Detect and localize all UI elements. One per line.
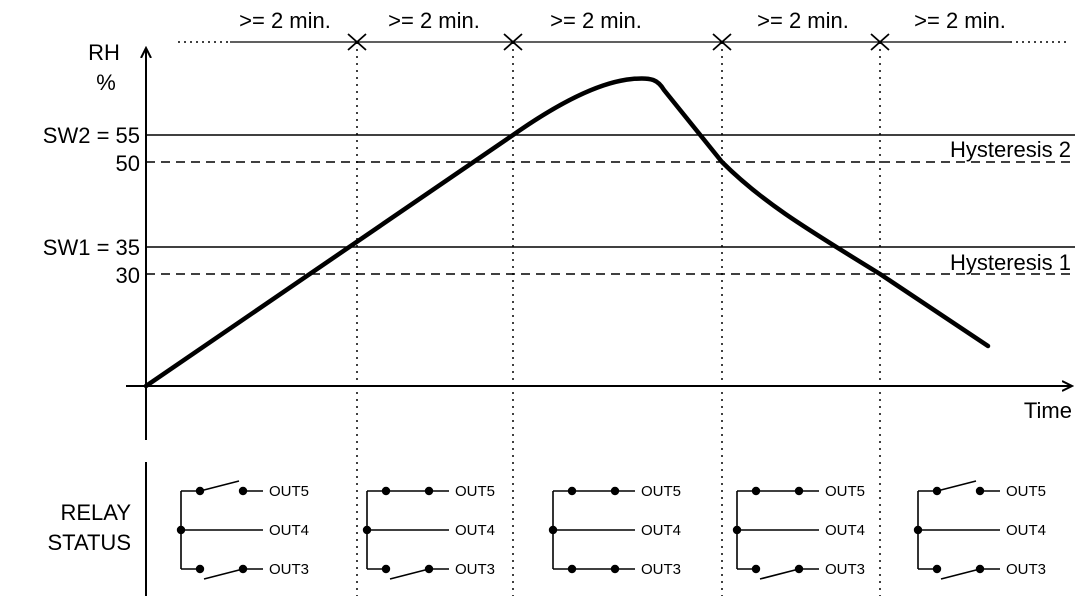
relay-out3-label: OUT3 <box>1006 561 1046 578</box>
sw1-label: SW1 = 35 <box>43 235 140 260</box>
timing-markers <box>347 33 890 51</box>
y-axis-label-line1: RH <box>88 40 120 65</box>
relay-out3-label: OUT3 <box>455 561 495 578</box>
timing-marker-1 <box>347 33 367 51</box>
interval-label-1: >= 2 min. <box>239 8 331 33</box>
timing-marker-4 <box>870 33 890 51</box>
event-lines <box>356 42 881 596</box>
relay-group-1: OUT5 OUT4 OUT3 <box>176 480 309 580</box>
relay-out5-label: OUT5 <box>455 483 495 500</box>
relay-out4-label: OUT4 <box>269 522 309 539</box>
relay-out5-label: OUT5 <box>269 483 309 500</box>
relay-out3-switch-open <box>203 568 244 580</box>
relay-out3-label: OUT3 <box>269 561 309 578</box>
relay-out3-label: OUT3 <box>641 561 681 578</box>
relay-group-5: OUT5 OUT4 OUT3 <box>913 480 1046 580</box>
interval-label-4: >= 2 min. <box>757 8 849 33</box>
relay-groups: OUT5OUT4OUT3OUT5OUT4OUT3OUT5OUT4OUT3OUT5… <box>176 480 1046 580</box>
relay-status-label-line2: STATUS <box>47 530 131 555</box>
relay-group-2: OUT5 OUT4 OUT3 <box>362 483 495 580</box>
relay-out3-label: OUT3 <box>825 561 865 578</box>
timing-marker-3 <box>712 33 732 51</box>
relay-out5-label: OUT5 <box>641 483 681 500</box>
sw1-off-label: 30 <box>116 263 140 288</box>
relay-out5-label: OUT5 <box>825 483 865 500</box>
relay-out4-label: OUT4 <box>1006 522 1046 539</box>
rh-curve <box>143 76 991 389</box>
relay-out4-label: OUT4 <box>825 522 865 539</box>
timing-marker-2 <box>503 33 523 51</box>
interval-label-3: >= 2 min. <box>550 8 642 33</box>
relay-out3-left-contact <box>195 564 205 574</box>
relay-out3-switch-open <box>940 568 981 580</box>
relay-group-3: OUT5 OUT4 OUT3 <box>548 483 681 578</box>
relay-out3-switch-open <box>759 568 800 580</box>
relay-out4-label: OUT4 <box>641 522 681 539</box>
relay-status-label-line1: RELAY <box>60 500 131 525</box>
relay-out3-left-contact <box>751 564 761 574</box>
interval-label-5: >= 2 min. <box>914 8 1006 33</box>
interval-label-2: >= 2 min. <box>388 8 480 33</box>
sw2-label: SW2 = 55 <box>43 123 140 148</box>
relay-out5-switch-open <box>936 480 977 492</box>
sw2-off-label: 50 <box>116 151 140 176</box>
relay-out5-switch-open <box>199 480 240 492</box>
relay-out5-label: OUT5 <box>1006 483 1046 500</box>
relay-out3-left-contact <box>932 564 942 574</box>
relay-out4-label: OUT4 <box>455 522 495 539</box>
y-axis-label-line2: % <box>96 70 116 95</box>
relay-out3-left-contact <box>381 564 391 574</box>
relay-group-4: OUT5 OUT4 OUT3 <box>732 483 865 580</box>
x-axis-label: Time <box>1024 398 1072 423</box>
hysteresis-2-label: Hysteresis 2 <box>950 137 1071 162</box>
hysteresis-1-label: Hysteresis 1 <box>950 250 1071 275</box>
relay-out3-switch-open <box>389 568 430 580</box>
